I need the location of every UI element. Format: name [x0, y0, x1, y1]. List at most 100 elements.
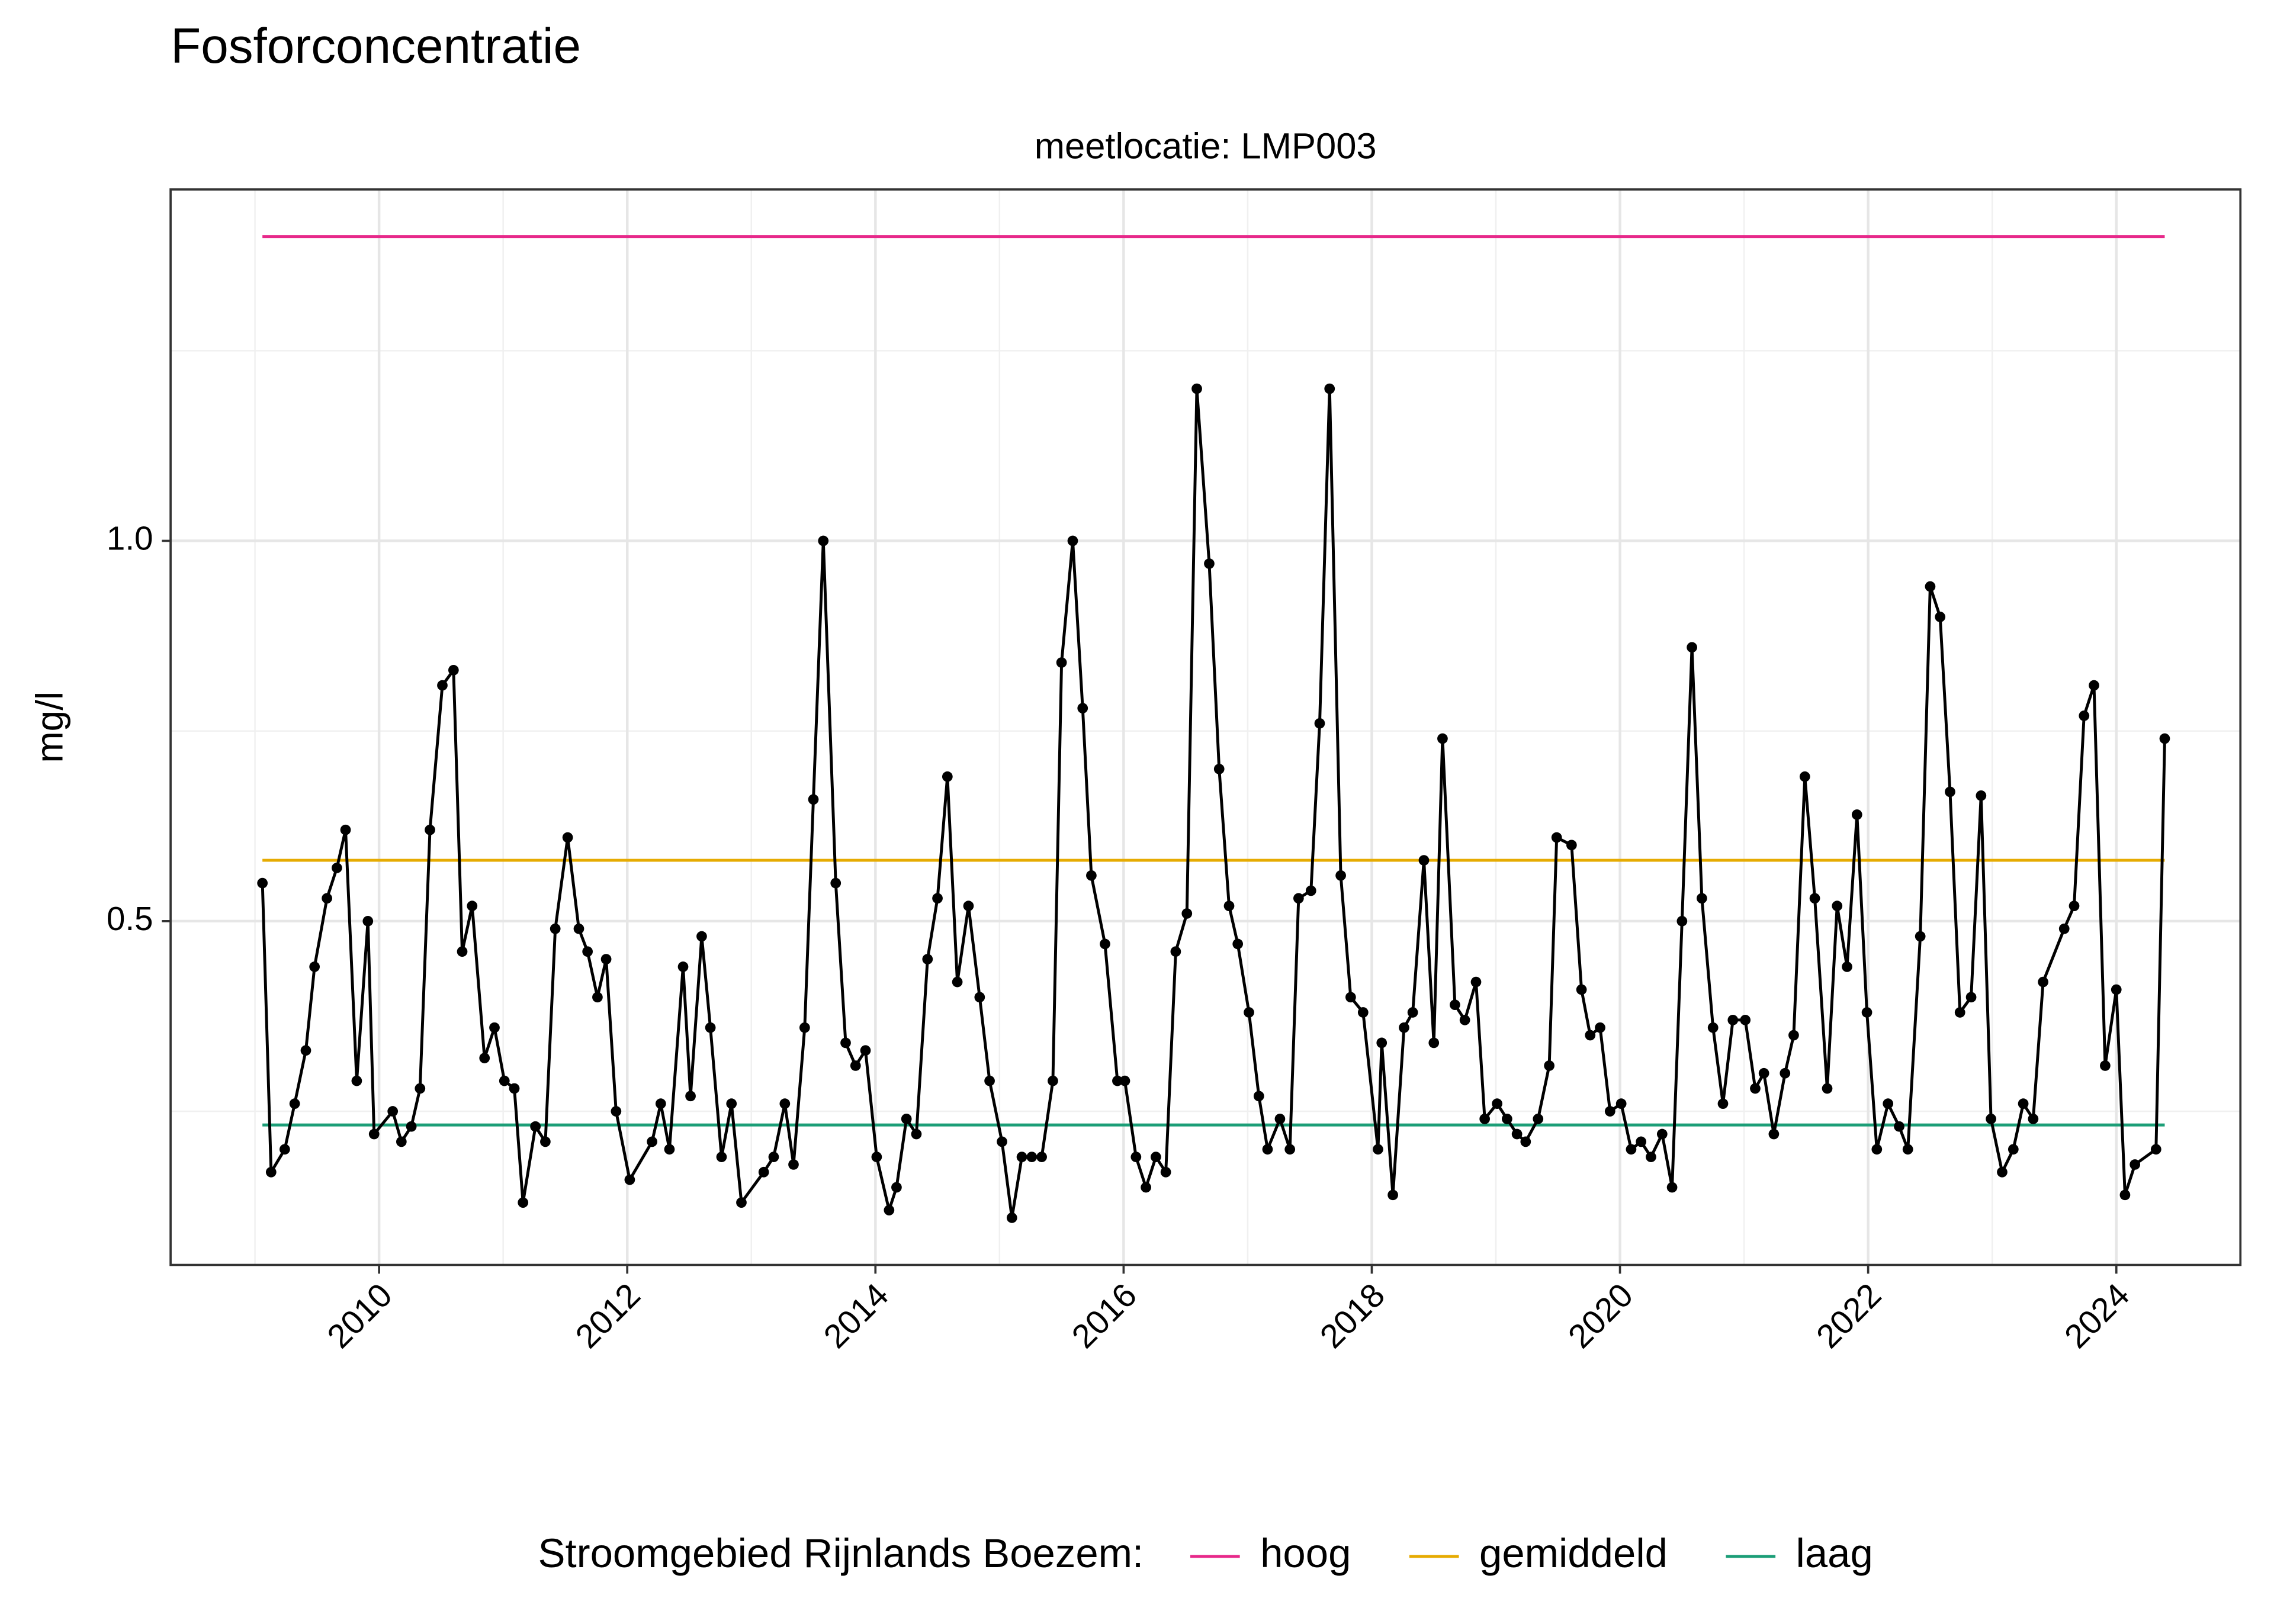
data-point: [758, 1166, 769, 1178]
data-point: [1707, 1022, 1719, 1033]
data-point: [1204, 558, 1215, 569]
data-point: [891, 1182, 902, 1193]
data-point: [1502, 1113, 1512, 1124]
data-point: [1740, 1014, 1751, 1025]
data-point: [901, 1113, 912, 1124]
data-point: [942, 771, 953, 782]
data-point: [974, 992, 985, 1003]
data-point: [1213, 764, 1225, 774]
data-point: [1191, 383, 1202, 394]
data-point: [1883, 1098, 1894, 1110]
data-point: [1915, 931, 1926, 942]
data-point: [489, 1022, 500, 1033]
data-point: [2111, 984, 2122, 995]
data-point: [1335, 870, 1346, 881]
data-point: [550, 923, 561, 934]
data-point: [362, 915, 374, 927]
data-point: [573, 923, 584, 934]
facet-label: meetlocatie: LMP003: [1035, 126, 1377, 166]
data-point: [1945, 786, 1955, 797]
data-point: [768, 1152, 779, 1162]
legend-label: laag: [1796, 1530, 1873, 1576]
data-point: [1151, 1152, 1161, 1162]
data-point: [1780, 1067, 1791, 1079]
data-point: [1357, 1007, 1369, 1018]
data-point: [1697, 893, 1707, 904]
data-point: [1566, 840, 1577, 851]
data-point: [1717, 1098, 1729, 1110]
data-point: [788, 1159, 799, 1170]
data-point: [850, 1060, 861, 1071]
data-point: [2100, 1060, 2111, 1071]
data-point: [1407, 1007, 1418, 1018]
data-point: [562, 832, 573, 843]
data-point: [685, 1091, 696, 1102]
data-point: [2058, 923, 2070, 934]
data-point: [2008, 1144, 2019, 1155]
data-point: [624, 1174, 635, 1185]
data-point: [396, 1136, 407, 1147]
data-point: [1437, 733, 1448, 744]
data-point: [368, 1128, 380, 1140]
data-point: [1244, 1007, 1254, 1018]
data-point: [1965, 992, 1977, 1003]
data-point: [1935, 612, 1946, 622]
data-point: [860, 1045, 871, 1056]
data-point: [1130, 1152, 1142, 1162]
data-point: [1373, 1144, 1383, 1155]
data-point: [2079, 710, 2090, 721]
data-point: [1232, 938, 1244, 950]
data-point: [406, 1121, 417, 1132]
data-point: [922, 954, 933, 964]
data-point: [1345, 992, 1356, 1003]
data-point: [830, 877, 841, 889]
data-point: [592, 992, 603, 1003]
data-point: [530, 1121, 541, 1132]
data-point: [1324, 383, 1335, 394]
data-point: [1314, 718, 1325, 729]
data-point: [1100, 938, 1110, 950]
panel-border: [169, 188, 2242, 1266]
data-point: [415, 1083, 426, 1094]
data-point: [1768, 1128, 1780, 1140]
data-point: [1727, 1014, 1739, 1025]
data-point: [1262, 1144, 1273, 1155]
data-point: [2150, 1144, 2161, 1155]
data-point: [1141, 1182, 1151, 1193]
data-point: [1925, 581, 1936, 592]
data-point: [1626, 1144, 1637, 1155]
data-point: [332, 863, 342, 873]
data-point: [997, 1136, 1007, 1147]
data-point: [1305, 885, 1316, 896]
data-point: [1997, 1166, 2008, 1178]
data-point: [840, 1037, 851, 1049]
legend-label: gemiddeld: [1479, 1530, 1668, 1576]
data-point: [309, 961, 320, 972]
data-point: [1750, 1083, 1761, 1094]
data-point: [1533, 1113, 1544, 1124]
data-point: [1894, 1121, 1904, 1132]
data-point: [1595, 1022, 1605, 1033]
data-point: [611, 1106, 622, 1117]
data-point: [779, 1098, 791, 1110]
data-point: [1470, 976, 1482, 988]
legend-label: hoog: [1260, 1530, 1351, 1576]
data-point: [425, 824, 435, 835]
data-point: [1492, 1098, 1502, 1110]
data-point: [1799, 771, 1810, 782]
data-point: [1520, 1136, 1531, 1147]
data-point: [952, 976, 963, 988]
data-point: [457, 946, 468, 957]
data-point: [1666, 1182, 1678, 1193]
data-point: [696, 931, 707, 942]
data-point: [1788, 1030, 1799, 1041]
data-point: [540, 1136, 551, 1147]
data-point: [1293, 893, 1304, 904]
data-point: [1036, 1152, 1047, 1162]
data-point: [1016, 1152, 1027, 1162]
data-point: [1809, 893, 1820, 904]
data-point: [677, 961, 689, 972]
data-point: [2038, 976, 2048, 988]
data-point: [582, 946, 593, 957]
data-point: [1551, 832, 1562, 843]
